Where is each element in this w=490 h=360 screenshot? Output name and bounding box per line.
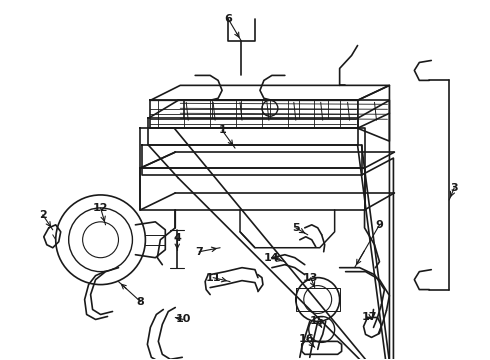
Text: 3: 3 <box>450 183 458 193</box>
Text: 17: 17 <box>362 312 377 323</box>
Text: 15: 15 <box>310 316 325 327</box>
Text: 11: 11 <box>205 273 221 283</box>
Text: 12: 12 <box>93 203 108 213</box>
Text: 9: 9 <box>375 220 383 230</box>
Text: 4: 4 <box>173 233 181 243</box>
Text: 1: 1 <box>218 125 226 135</box>
Text: 2: 2 <box>39 210 47 220</box>
Text: 8: 8 <box>137 297 144 306</box>
Text: 6: 6 <box>224 14 232 24</box>
Text: 14: 14 <box>264 253 280 263</box>
Text: 10: 10 <box>175 314 191 324</box>
Text: 7: 7 <box>196 247 203 257</box>
Text: 13: 13 <box>303 273 318 283</box>
Text: 5: 5 <box>292 223 299 233</box>
Text: 16: 16 <box>299 334 315 345</box>
